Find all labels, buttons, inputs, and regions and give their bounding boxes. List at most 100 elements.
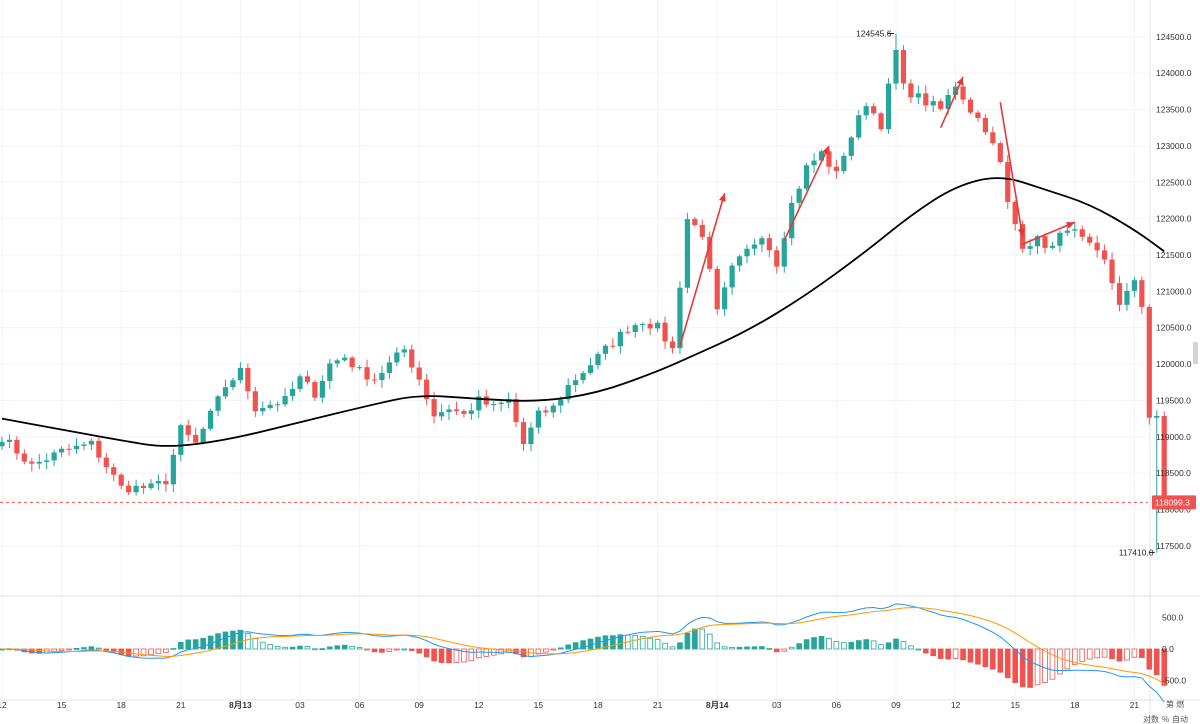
macd-histogram-bar — [654, 639, 661, 650]
candle-down — [1102, 250, 1108, 260]
macd-histogram-bar — [349, 646, 355, 650]
trend-arrows — [679, 76, 1076, 347]
macd-histogram-bar — [28, 648, 35, 654]
candle-down — [416, 367, 422, 380]
price-axis[interactable]: 124500.0 124000.0 123500.0 123000.0 122500.0… — [1156, 32, 1192, 551]
price-tick-label: 122500.0 — [1156, 177, 1192, 187]
macd-histogram-bar — [639, 635, 646, 650]
candle-up — [528, 427, 534, 445]
arrow-shaft — [999, 102, 1024, 237]
macd-histogram-bar — [788, 646, 795, 650]
candle-down — [126, 485, 132, 493]
candle-up — [468, 410, 474, 414]
candle-down — [625, 331, 631, 333]
auto-scale-toggle[interactable]: 自动 — [1172, 714, 1188, 724]
candle-up — [535, 410, 541, 428]
macd-histogram-bar — [915, 648, 922, 651]
macd-histogram-bar — [177, 641, 184, 650]
candle-up — [81, 444, 87, 446]
log-scale-toggle[interactable]: 对数 — [1143, 714, 1159, 724]
macd-histogram-bar — [587, 638, 594, 650]
macd-histogram-bar — [319, 648, 326, 651]
macd-histogram-bar — [453, 648, 460, 663]
macd-histogram-bar — [1153, 648, 1160, 676]
macd-histogram-bar — [565, 644, 571, 650]
macd-histogram-bar — [379, 648, 385, 653]
candle-up — [44, 460, 50, 462]
time-tick-label: 12 — [474, 700, 484, 710]
time-tick-label: 21 — [653, 700, 663, 710]
candle-up — [1154, 415, 1160, 418]
candle-down — [960, 86, 966, 100]
candle-up — [744, 248, 750, 257]
candle-down — [371, 379, 378, 381]
macd-axis: 500.0 0.0 -500.0 — [1162, 612, 1186, 685]
candle-down — [878, 113, 884, 130]
candle-up — [88, 440, 94, 445]
arrow-head — [822, 145, 829, 155]
macd-histogram-bar — [66, 648, 72, 651]
arrow-shaft — [679, 192, 726, 347]
macd-histogram-bar — [259, 641, 266, 650]
candle-up — [476, 396, 482, 411]
time-axis[interactable]: 12 15 18 21 8月13 03 06 09 12 15 18 21 8月14 03 06 09 12 15… — [0, 700, 1139, 710]
candle-up — [893, 49, 899, 84]
macd-histogram-bar — [297, 645, 303, 650]
candle-up — [751, 244, 758, 249]
time-tick-label: 03 — [295, 700, 305, 710]
candle-down — [1005, 162, 1011, 202]
candle-up — [736, 256, 743, 266]
time-tick-label: 06 — [355, 700, 365, 710]
candle-down — [1161, 415, 1167, 499]
time-tick-label: 21 — [176, 700, 186, 710]
macd-histogram-bar — [818, 635, 825, 650]
candle-down — [312, 382, 318, 398]
candle-down — [21, 453, 27, 462]
scroll-handle[interactable] — [1193, 342, 1198, 364]
candle-down — [908, 83, 914, 98]
macd-histogram-bar — [200, 637, 206, 650]
macd-histogram-bar — [885, 642, 892, 650]
macd-histogram-bar — [1027, 648, 1033, 688]
candle-down — [923, 93, 929, 106]
time-tick-label: 15 — [57, 700, 67, 710]
candle-up — [222, 387, 229, 397]
percent-scale-toggle[interactable]: % — [1162, 715, 1169, 724]
candle-down — [1116, 283, 1123, 305]
macd-histogram-bar — [170, 647, 177, 650]
candle-down — [938, 101, 944, 109]
candle-down — [1042, 236, 1048, 248]
macd-histogram-bar — [796, 643, 802, 650]
candle-up — [573, 380, 579, 386]
macd-histogram-bar — [73, 647, 80, 650]
macd-histogram-bar — [110, 648, 117, 653]
macd-histogram-bar — [498, 648, 504, 655]
arrow-shaft — [783, 145, 830, 241]
macd-histogram-bar — [364, 648, 370, 651]
macd-histogram-bar — [736, 646, 743, 650]
macd-panel — [0, 603, 1168, 703]
macd-histogram-bar — [967, 648, 974, 663]
candle-up — [759, 238, 765, 245]
candle-up — [208, 410, 214, 429]
macd-histogram-bar — [602, 635, 609, 650]
macd-histogram-bar — [1139, 648, 1145, 658]
candle-down — [610, 345, 616, 347]
candle-up — [282, 396, 288, 405]
macd-histogram-bar — [1131, 648, 1138, 658]
candle-down — [520, 422, 527, 445]
macd-histogram-bar — [1116, 648, 1123, 662]
candle-up — [1057, 232, 1063, 246]
macd-histogram-bar — [833, 641, 840, 650]
candle-up — [51, 452, 57, 461]
time-tick-label: 03 — [772, 700, 782, 710]
candle-down — [692, 219, 698, 225]
time-tick-label: 12 — [0, 700, 7, 710]
candle-up — [640, 323, 646, 326]
candle-down — [1094, 242, 1100, 251]
price-tick-label: 122000.0 — [1156, 214, 1192, 224]
candle-down — [163, 480, 169, 485]
macd-histogram-bar — [662, 642, 668, 650]
candle-down — [140, 485, 147, 489]
